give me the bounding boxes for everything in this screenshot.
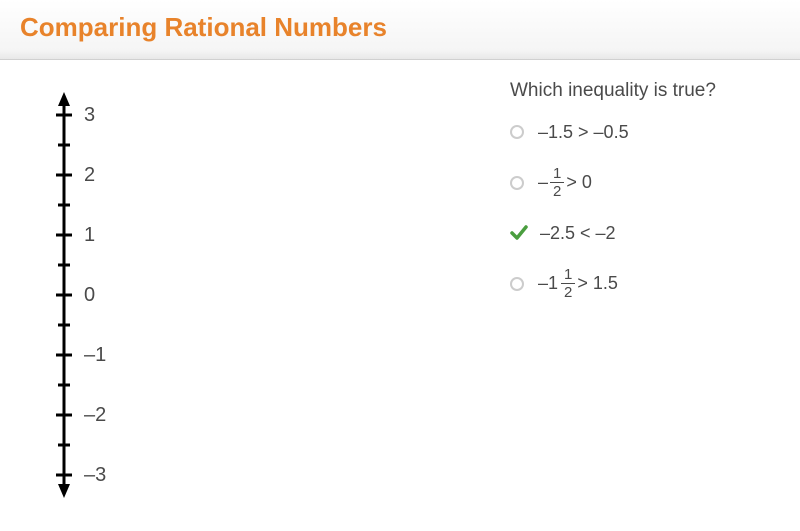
content-area: 3 2 1 0 –1 –2 –3 Which inequality is tru… — [0, 60, 800, 520]
option-2[interactable]: – 1 2 > 0 — [510, 166, 716, 199]
radio-icon — [510, 125, 524, 139]
option-3[interactable]: –2.5 < –2 — [510, 217, 716, 249]
mixed-whole: 1 — [548, 273, 558, 294]
option-1-text: –1.5 > –0.5 — [538, 122, 629, 143]
tick-label-neg2: –2 — [84, 404, 106, 427]
tick-label-2: 2 — [84, 164, 95, 187]
tick-label-neg1: –1 — [84, 344, 106, 367]
option-4[interactable]: – 1 1 2 > 1.5 — [510, 267, 716, 300]
fraction-icon: 1 2 — [561, 267, 575, 300]
page-title: Comparing Rational Numbers — [20, 12, 780, 43]
option-4-prefix: – — [538, 273, 548, 294]
number-line-svg — [50, 90, 110, 500]
option-1[interactable]: –1.5 > –0.5 — [510, 116, 716, 148]
fraction-numerator: 1 — [550, 166, 564, 183]
tick-label-0: 0 — [84, 284, 95, 307]
option-2-prefix: – — [538, 172, 548, 193]
fraction-denominator: 2 — [561, 284, 575, 300]
question-prompt: Which inequality is true? — [510, 80, 716, 102]
mixed-number: 1 1 2 — [548, 267, 577, 300]
number-line-panel: 3 2 1 0 –1 –2 –3 — [30, 80, 510, 500]
radio-icon — [510, 176, 524, 190]
tick-label-3: 3 — [84, 104, 95, 127]
check-icon — [510, 224, 528, 242]
tick-label-1: 1 — [84, 224, 95, 247]
option-4-text: – 1 1 2 > 1.5 — [538, 267, 618, 300]
option-3-text: –2.5 < –2 — [540, 223, 616, 244]
option-2-suffix: > 0 — [566, 172, 592, 193]
radio-icon — [510, 277, 524, 291]
fraction-numerator: 1 — [561, 267, 575, 284]
tick-label-neg3: –3 — [84, 464, 106, 487]
vertical-number-line: 3 2 1 0 –1 –2 –3 — [50, 90, 510, 500]
option-2-text: – 1 2 > 0 — [538, 166, 592, 199]
option-4-suffix: > 1.5 — [577, 273, 618, 294]
fraction-icon: 1 2 — [550, 166, 564, 199]
fraction-denominator: 2 — [550, 183, 564, 199]
header: Comparing Rational Numbers — [0, 0, 800, 60]
question-panel: Which inequality is true? –1.5 > –0.5 – … — [510, 80, 716, 500]
